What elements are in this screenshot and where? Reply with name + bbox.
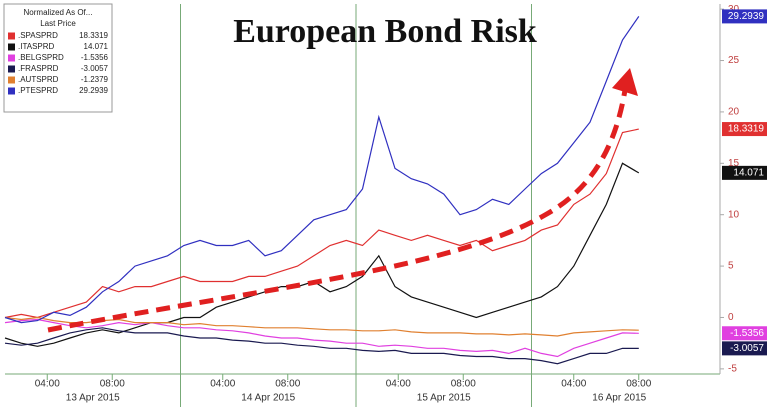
trend-arrowhead	[612, 68, 638, 96]
series-line	[4, 327, 639, 365]
y-tick-label: 5	[728, 261, 734, 272]
price-tag: 14.071	[722, 165, 767, 180]
legend-value: 29.2939	[79, 86, 108, 95]
y-tick-label: 0	[728, 312, 734, 323]
y-tick-label: 25	[728, 55, 740, 66]
plot-area: -5 0 5 10 15 20 25 30 04:00 08:00 04:00 08:00 04:00 0…	[4, 4, 740, 407]
price-tag-box	[722, 326, 767, 341]
x-tick-label: 08:00	[451, 379, 476, 390]
price-tag-box	[722, 122, 767, 137]
legend-value: 18.3319	[79, 31, 108, 40]
legend-value: -3.0057	[81, 64, 109, 73]
price-tag-label: 18.3319	[728, 124, 765, 135]
date-label: 16 Apr 2015	[592, 393, 646, 404]
y-tick-label: 15	[728, 158, 740, 169]
legend-name: .AUTSPRD	[18, 75, 59, 84]
y-tick-label: 20	[728, 107, 740, 118]
legend-value: 14.071	[84, 42, 109, 51]
y-tick-label: -5	[728, 364, 737, 375]
chart-title: European Bond Risk	[233, 13, 537, 50]
legend-name: .FRASPRD	[18, 64, 59, 73]
trend-arrow	[47, 89, 628, 333]
date-label: 13 Apr 2015	[66, 393, 120, 404]
legend-swatch	[8, 76, 15, 84]
x-tick-label: 04:00	[35, 379, 60, 390]
legend-swatch	[8, 87, 15, 95]
date-label: 15 Apr 2015	[417, 393, 471, 404]
legend: Normalized As Of... Last Price .SPASPRD 1…	[3, 3, 113, 113]
legend-swatch	[8, 65, 15, 73]
legend-swatch	[8, 43, 15, 51]
x-tick-label: 04:00	[386, 379, 411, 390]
price-tag-box	[722, 9, 767, 24]
legend-box	[3, 3, 113, 113]
price-tag: -1.5356	[722, 326, 767, 341]
price-tag: -3.0057	[722, 341, 767, 356]
legend-value: -1.2379	[81, 75, 109, 84]
x-tick-label: 08:00	[275, 379, 300, 390]
legend-swatch	[8, 54, 15, 62]
x-tick-label: 04:00	[210, 379, 235, 390]
y-tick-label: 10	[728, 209, 740, 220]
y-tick-label: 30	[728, 4, 740, 15]
price-tag: 18.3319	[722, 122, 767, 137]
x-tick-label: 08:00	[100, 379, 125, 390]
price-tag-label: 14.071	[733, 167, 764, 178]
series-line	[4, 162, 640, 347]
series-line	[4, 16, 640, 324]
price-tag-box	[722, 341, 767, 356]
legend-title: Normalized As Of...	[24, 8, 93, 17]
legend-swatch	[8, 32, 15, 40]
price-tag-label: 29.2939	[728, 11, 765, 22]
price-tag: 29.2939	[722, 9, 767, 24]
legend-name: .BELGSPRD	[18, 53, 64, 62]
legend-subtitle: Last Price	[40, 19, 76, 28]
series-line	[4, 318, 639, 358]
price-tag-label: -1.5356	[730, 328, 764, 339]
x-tick-label: 04:00	[561, 379, 586, 390]
series-line	[4, 128, 639, 319]
legend-name: .SPASPRD	[18, 31, 58, 40]
price-tag-label: -3.0057	[730, 343, 764, 354]
date-label: 14 Apr 2015	[241, 393, 295, 404]
x-tick-label: 08:00	[626, 379, 651, 390]
series-line	[4, 316, 639, 337]
price-tag-box	[722, 165, 767, 180]
legend-name: .ITASPRD	[18, 42, 55, 51]
legend-name: .PTESPRD	[18, 86, 58, 95]
legend-value: -1.5356	[81, 53, 109, 62]
